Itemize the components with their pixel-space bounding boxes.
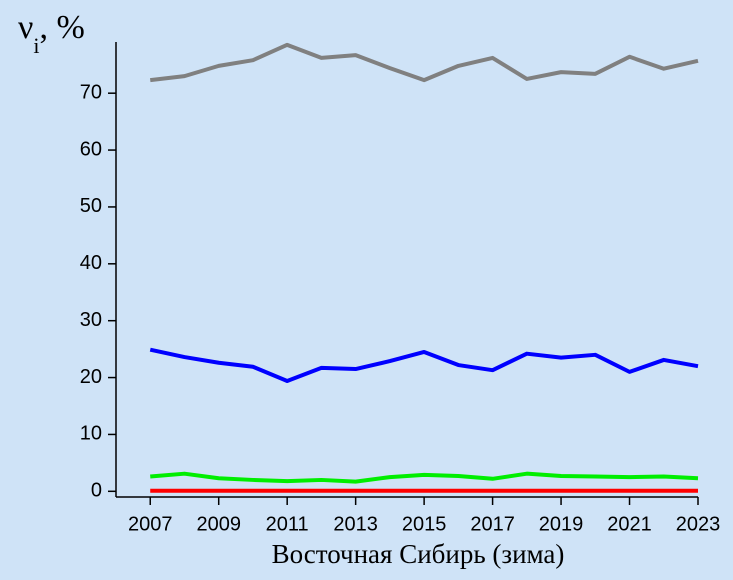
x-tick-label: 2011: [266, 513, 309, 535]
y-tick-label: 60: [80, 138, 102, 160]
y-tick-label: 70: [80, 81, 102, 103]
x-tick-label: 2019: [539, 513, 584, 535]
y-tick-label: 30: [80, 309, 102, 331]
x-axis-label: Восточная Сибирь (зима): [272, 539, 565, 569]
y-tick-label: 0: [91, 480, 102, 502]
y-axis-label: νi, %: [18, 9, 85, 58]
x-tick-label: 2013: [333, 513, 378, 535]
y-tick-label: 40: [80, 252, 102, 274]
series-line: [150, 42, 699, 83]
y-label-symbol: ν: [18, 9, 33, 46]
x-tick-label: 2021: [607, 513, 652, 535]
series-line: [149, 347, 699, 383]
y-label-subscript: i: [33, 33, 39, 58]
x-tick-label: 2007: [128, 513, 173, 535]
x-tick-label: 2023: [676, 513, 721, 535]
y-tick-label: 20: [80, 366, 102, 388]
x-tick-label: 2009: [196, 513, 241, 535]
x-tick-label: 2017: [470, 513, 515, 535]
y-tick-label: 10: [80, 423, 102, 445]
series-line: [150, 471, 699, 484]
y-tick-label: 50: [80, 195, 102, 217]
y-label-unit: , %: [40, 9, 85, 46]
x-tick-label: 2015: [402, 513, 447, 535]
